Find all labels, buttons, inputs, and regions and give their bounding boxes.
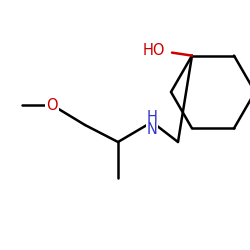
Text: N: N xyxy=(146,122,158,138)
Text: O: O xyxy=(46,98,58,112)
Text: HO: HO xyxy=(143,43,165,58)
Text: H: H xyxy=(146,110,158,126)
